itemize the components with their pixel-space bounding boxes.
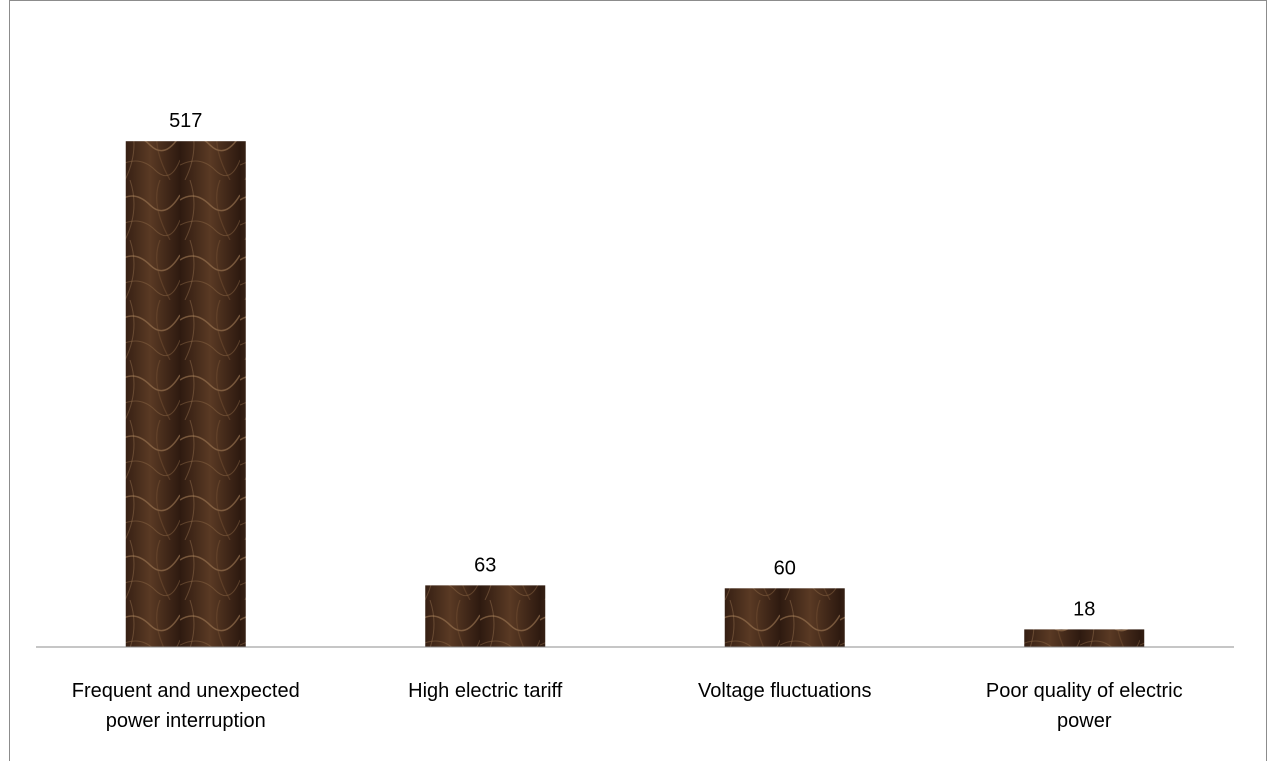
category-label-0-line-0: Frequent and unexpected: [72, 680, 300, 702]
chart-frame: [9, 0, 1267, 761]
category-label-0-line-1: power interruption: [106, 710, 266, 732]
bars-layer: [125, 141, 1145, 647]
data-label-2: 60: [774, 557, 796, 579]
bar-0: [125, 141, 246, 647]
labels-layer: 517 Frequent and unexpected power interrup…: [72, 110, 1183, 732]
category-label-3-line-1: power: [1057, 710, 1112, 732]
data-label-0: 517: [169, 110, 202, 132]
bar-2: [724, 588, 845, 647]
category-label-1-line-0: High electric tariff: [408, 680, 563, 702]
data-label-1: 63: [474, 554, 496, 576]
category-label-3-line-0: Poor quality of electric: [986, 680, 1183, 702]
category-label-2-line-0: Voltage fluctuations: [698, 680, 871, 702]
bar-3: [1024, 629, 1145, 647]
data-label-3: 18: [1073, 598, 1095, 620]
bar-1: [425, 585, 546, 647]
